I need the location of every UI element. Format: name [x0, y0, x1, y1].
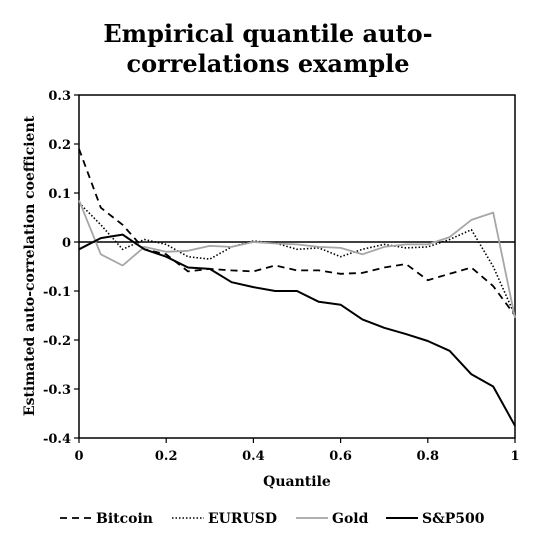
- y-tick-label: 0: [62, 236, 71, 251]
- y-tick-label: -0.2: [43, 334, 71, 349]
- chart-title-line-1: Empirical quantile auto-: [103, 19, 432, 48]
- x-tick-label: 0.2: [155, 449, 178, 464]
- y-axis-label: Estimated auto-correlation coefficient: [22, 115, 38, 416]
- y-tick-label: -0.3: [43, 383, 71, 398]
- series-lines: [78, 148, 516, 427]
- y-tick-label: -0.4: [43, 432, 71, 447]
- x-tick-label: 0.4: [242, 449, 265, 464]
- chart-title-line-2: correlations example: [126, 49, 409, 78]
- y-tick-label: 0.1: [48, 187, 71, 202]
- series-line-s-p500: [78, 233, 516, 427]
- y-tick-label: -0.1: [43, 285, 71, 300]
- x-tick-label: 0: [74, 449, 83, 464]
- y-tick-label: 0.3: [48, 89, 71, 104]
- series-line-gold: [78, 199, 516, 319]
- legend-label: S&P500: [422, 511, 485, 527]
- y-tick-label: 0.2: [48, 138, 71, 153]
- x-tick-label: 0.6: [329, 449, 352, 464]
- x-axis-ticks: 0 0.2 0.4 0.6 0.8 1: [74, 438, 520, 464]
- x-axis-label: Quantile: [263, 474, 331, 490]
- series-line-eurusd: [78, 202, 516, 316]
- legend-label: EURUSD: [208, 511, 277, 527]
- series-line-bitcoin: [78, 148, 516, 317]
- legend-label: Bitcoin: [96, 511, 153, 527]
- legend-label: Gold: [332, 511, 369, 527]
- x-tick-label: 0.8: [416, 449, 439, 464]
- y-axis-ticks: 0.3 0.2 0.1 0 -0.1 -0.2 -0.3 -0.4: [43, 89, 79, 447]
- plot-area: [78, 94, 516, 439]
- legend: Bitcoin EURUSD Gold S&P500: [60, 511, 485, 527]
- x-tick-label: 1: [510, 449, 519, 464]
